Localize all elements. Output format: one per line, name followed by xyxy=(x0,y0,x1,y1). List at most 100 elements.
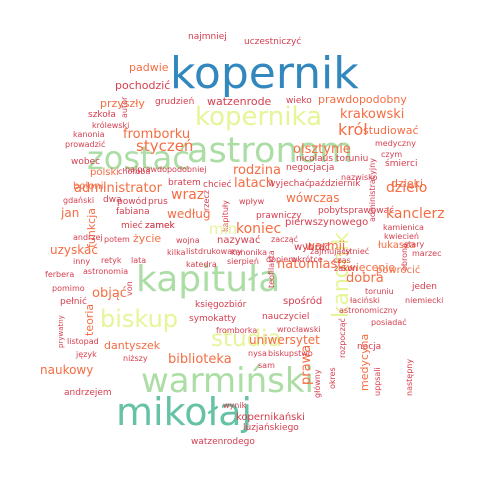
word: luzjańskiego xyxy=(243,423,299,433)
word: medyczny xyxy=(375,139,416,148)
word: polski xyxy=(90,167,120,178)
word: powrócić xyxy=(376,265,421,276)
word: studia xyxy=(211,326,282,352)
word: jeden xyxy=(412,282,437,292)
word: naukowy xyxy=(40,363,94,377)
word: dzieło xyxy=(386,180,428,196)
word: królewski xyxy=(92,121,130,130)
word: kopernikański xyxy=(236,412,305,423)
word: fabiana xyxy=(116,207,150,217)
word: najmniej xyxy=(188,32,227,42)
word: choroba xyxy=(118,167,151,176)
word: warmii xyxy=(305,239,346,253)
word: kanonika xyxy=(231,248,268,257)
word: objąć xyxy=(92,286,127,301)
word: watzenrodego xyxy=(191,437,255,447)
word: astronomiczny xyxy=(339,306,398,315)
word: medycyna xyxy=(358,333,371,391)
word: listopad xyxy=(67,337,99,346)
word: pierwszynowego xyxy=(285,217,369,228)
word: pełnić xyxy=(60,297,87,307)
word: von xyxy=(125,281,134,296)
word: święcenie xyxy=(341,261,396,274)
word: posiadać xyxy=(371,318,407,327)
word: według xyxy=(167,207,211,221)
word: nauczyciel xyxy=(262,312,310,322)
word: księgozbiór xyxy=(195,300,247,310)
word: październik xyxy=(309,179,361,189)
word: uzyskać xyxy=(50,243,98,257)
word: język xyxy=(76,350,97,359)
word: wówczas xyxy=(286,191,340,205)
word: nazwisko xyxy=(341,173,378,182)
word: chcieć xyxy=(203,180,232,190)
word: teofilakta xyxy=(267,250,276,288)
word: inny xyxy=(73,257,91,266)
word: warmiński xyxy=(141,361,314,401)
word: fromborka xyxy=(216,326,258,335)
word: krakowski xyxy=(340,107,405,122)
word: kwiecień xyxy=(384,232,419,241)
word: najprawdopodobniej xyxy=(125,165,207,174)
word: sam xyxy=(258,361,275,370)
word: wybrać xyxy=(294,242,331,253)
word: drukowany xyxy=(198,247,242,256)
word: andrzejem xyxy=(64,388,112,398)
word: watzenrode xyxy=(207,95,272,108)
word: kanclerz xyxy=(386,206,445,222)
word: wobec xyxy=(71,157,101,167)
word: zostać xyxy=(87,139,190,177)
word: potem xyxy=(104,235,130,244)
word: nysa xyxy=(248,349,267,358)
word: szkoła xyxy=(88,110,116,120)
word: kilka xyxy=(167,248,186,257)
word: styczeń xyxy=(136,137,194,155)
word: król xyxy=(338,120,368,139)
word: bolonii xyxy=(73,181,107,192)
word: główny xyxy=(313,369,322,398)
word: rzecz xyxy=(202,189,211,211)
word: studiować xyxy=(363,124,419,137)
word: prawdopodobny xyxy=(318,93,407,106)
word: łaciński xyxy=(350,296,380,305)
word: olsztynie xyxy=(293,142,351,157)
word: następny xyxy=(405,358,414,396)
word: biblioteka xyxy=(168,352,232,367)
word: autor xyxy=(120,96,129,118)
word: uczestniczyć xyxy=(244,37,302,47)
word: retyk xyxy=(101,256,122,265)
word: dopiero xyxy=(266,255,297,264)
word: kapituła xyxy=(136,259,281,300)
word: zajmujący xyxy=(310,247,351,256)
word: uniwersytet xyxy=(249,333,320,347)
word: prus xyxy=(148,197,168,207)
word: uppsali xyxy=(373,367,382,396)
word: negocjacja xyxy=(286,163,335,173)
word: wpływ xyxy=(239,197,265,206)
word: mieć xyxy=(121,221,143,231)
word: rodzina xyxy=(233,163,281,178)
word: latach xyxy=(234,176,275,191)
word: jan xyxy=(61,206,80,220)
word: prowadzić xyxy=(65,140,106,149)
word: pobytsprawować xyxy=(318,206,395,216)
word: kamienica xyxy=(383,223,424,232)
word: prywatny xyxy=(57,315,65,348)
word: marzec xyxy=(412,249,442,258)
word: czas xyxy=(333,256,351,265)
word: dobra xyxy=(346,271,384,286)
word: dantyszek xyxy=(104,339,161,352)
word: katedra xyxy=(186,260,217,269)
word: administrator xyxy=(74,181,162,196)
word: niższy xyxy=(123,354,148,363)
word: śmierci xyxy=(385,159,418,169)
word: życie xyxy=(133,232,162,245)
word: fromborku xyxy=(123,127,191,142)
word: astronom xyxy=(187,131,354,171)
word: wraz xyxy=(171,187,205,203)
word: kopernika xyxy=(195,102,323,132)
word: wynik xyxy=(223,401,247,410)
word: natomiast xyxy=(277,257,343,272)
word: zakon xyxy=(334,264,358,273)
